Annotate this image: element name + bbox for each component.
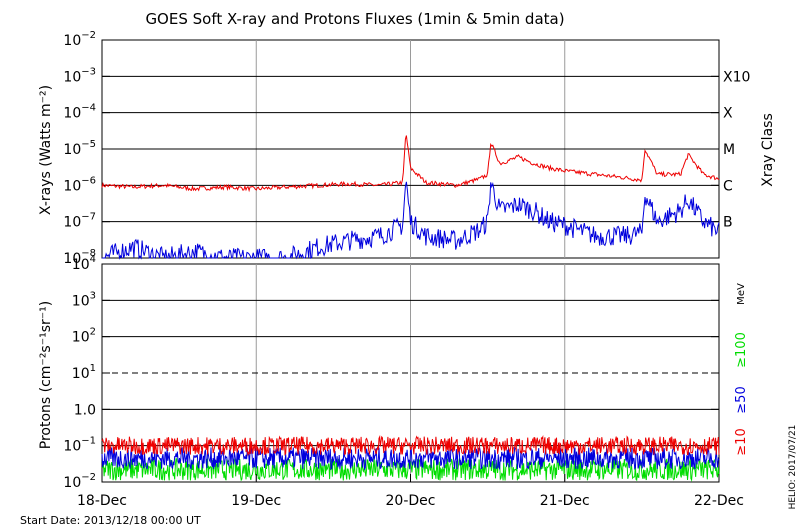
proton-tick-label: 101	[72, 363, 96, 382]
xray-series-line	[101, 135, 720, 193]
xray-class-label: M	[723, 142, 735, 158]
chart-title: GOES Soft X-ray and Protons Fluxes (1min…	[145, 10, 564, 28]
x-tick-label: 20-Dec	[386, 493, 436, 509]
proton-series	[101, 434, 720, 482]
proton-energy-unit: MeV	[736, 283, 747, 305]
x-axis: 18-Dec 19-Dec 20-Dec 21-Dec 22-Dec	[77, 474, 744, 509]
xray-tick-label: 10−7	[63, 212, 96, 231]
xray-class-axis-title: Xray Class	[760, 113, 776, 187]
proton-y-axis-label: Protons (cm⁻²s⁻¹sr⁻¹)	[38, 301, 54, 450]
helio-watermark: HELIO: 2017/07/21	[788, 425, 798, 510]
xray-class-label: X10	[723, 69, 750, 85]
proton-legend-label: ≥10	[734, 428, 749, 455]
proton-grid	[102, 264, 719, 482]
proton-tick-label: 10−1	[63, 436, 96, 455]
xray-class-label: X	[723, 106, 733, 122]
proton-panel: 10−2 10−1 1.0 101 102 103 104 ≥10 ≥50 ≥100 Proto…	[38, 254, 749, 491]
x-tick-label: 18-Dec	[77, 493, 127, 509]
xray-y-ticks: 10−8 10−7 10−6 10−5 10−4 10−3 10−2	[63, 30, 719, 267]
proton-y-ticks: 10−2 10−1 1.0 101 102 103 104	[63, 254, 719, 491]
xray-class-labels: B C M X X10	[723, 69, 750, 230]
proton-energy-legend: ≥10 ≥50 ≥100	[734, 332, 749, 456]
proton-legend-label: ≥50	[734, 386, 749, 413]
x-tick-label: 21-Dec	[540, 493, 590, 509]
xray-class-label: C	[723, 178, 733, 194]
xray-tick-label: 10−8	[63, 248, 96, 267]
proton-tick-label: 10−2	[63, 472, 96, 491]
xray-series-line	[102, 181, 720, 260]
xray-tick-label: 10−6	[63, 175, 96, 194]
xray-grid	[102, 40, 719, 258]
xray-panel: 10−8 10−7 10−6 10−5 10−4 10−3 10−2 B C M X X10 X-r…	[38, 30, 776, 267]
x-tick-label: 19-Dec	[231, 493, 281, 509]
proton-legend-label: ≥100	[734, 332, 749, 368]
xray-tick-label: 10−2	[63, 30, 96, 49]
xray-y-axis-label: X-rays (Watts m⁻²)	[38, 85, 54, 215]
xray-tick-label: 10−4	[63, 103, 96, 122]
start-date-label: Start Date: 2013/12/18 00:00 UT	[20, 514, 201, 527]
xray-class-label: B	[723, 215, 733, 231]
proton-tick-label: 104	[72, 254, 96, 273]
xray-tick-label: 10−3	[63, 66, 96, 85]
proton-tick-label: 1.0	[74, 402, 96, 418]
xray-tick-label: 10−5	[63, 139, 96, 158]
x-tick-label: 22-Dec	[694, 493, 744, 509]
proton-series-line	[101, 434, 720, 457]
xray-series	[101, 135, 720, 260]
proton-tick-label: 103	[72, 290, 96, 309]
proton-tick-label: 102	[72, 327, 96, 346]
